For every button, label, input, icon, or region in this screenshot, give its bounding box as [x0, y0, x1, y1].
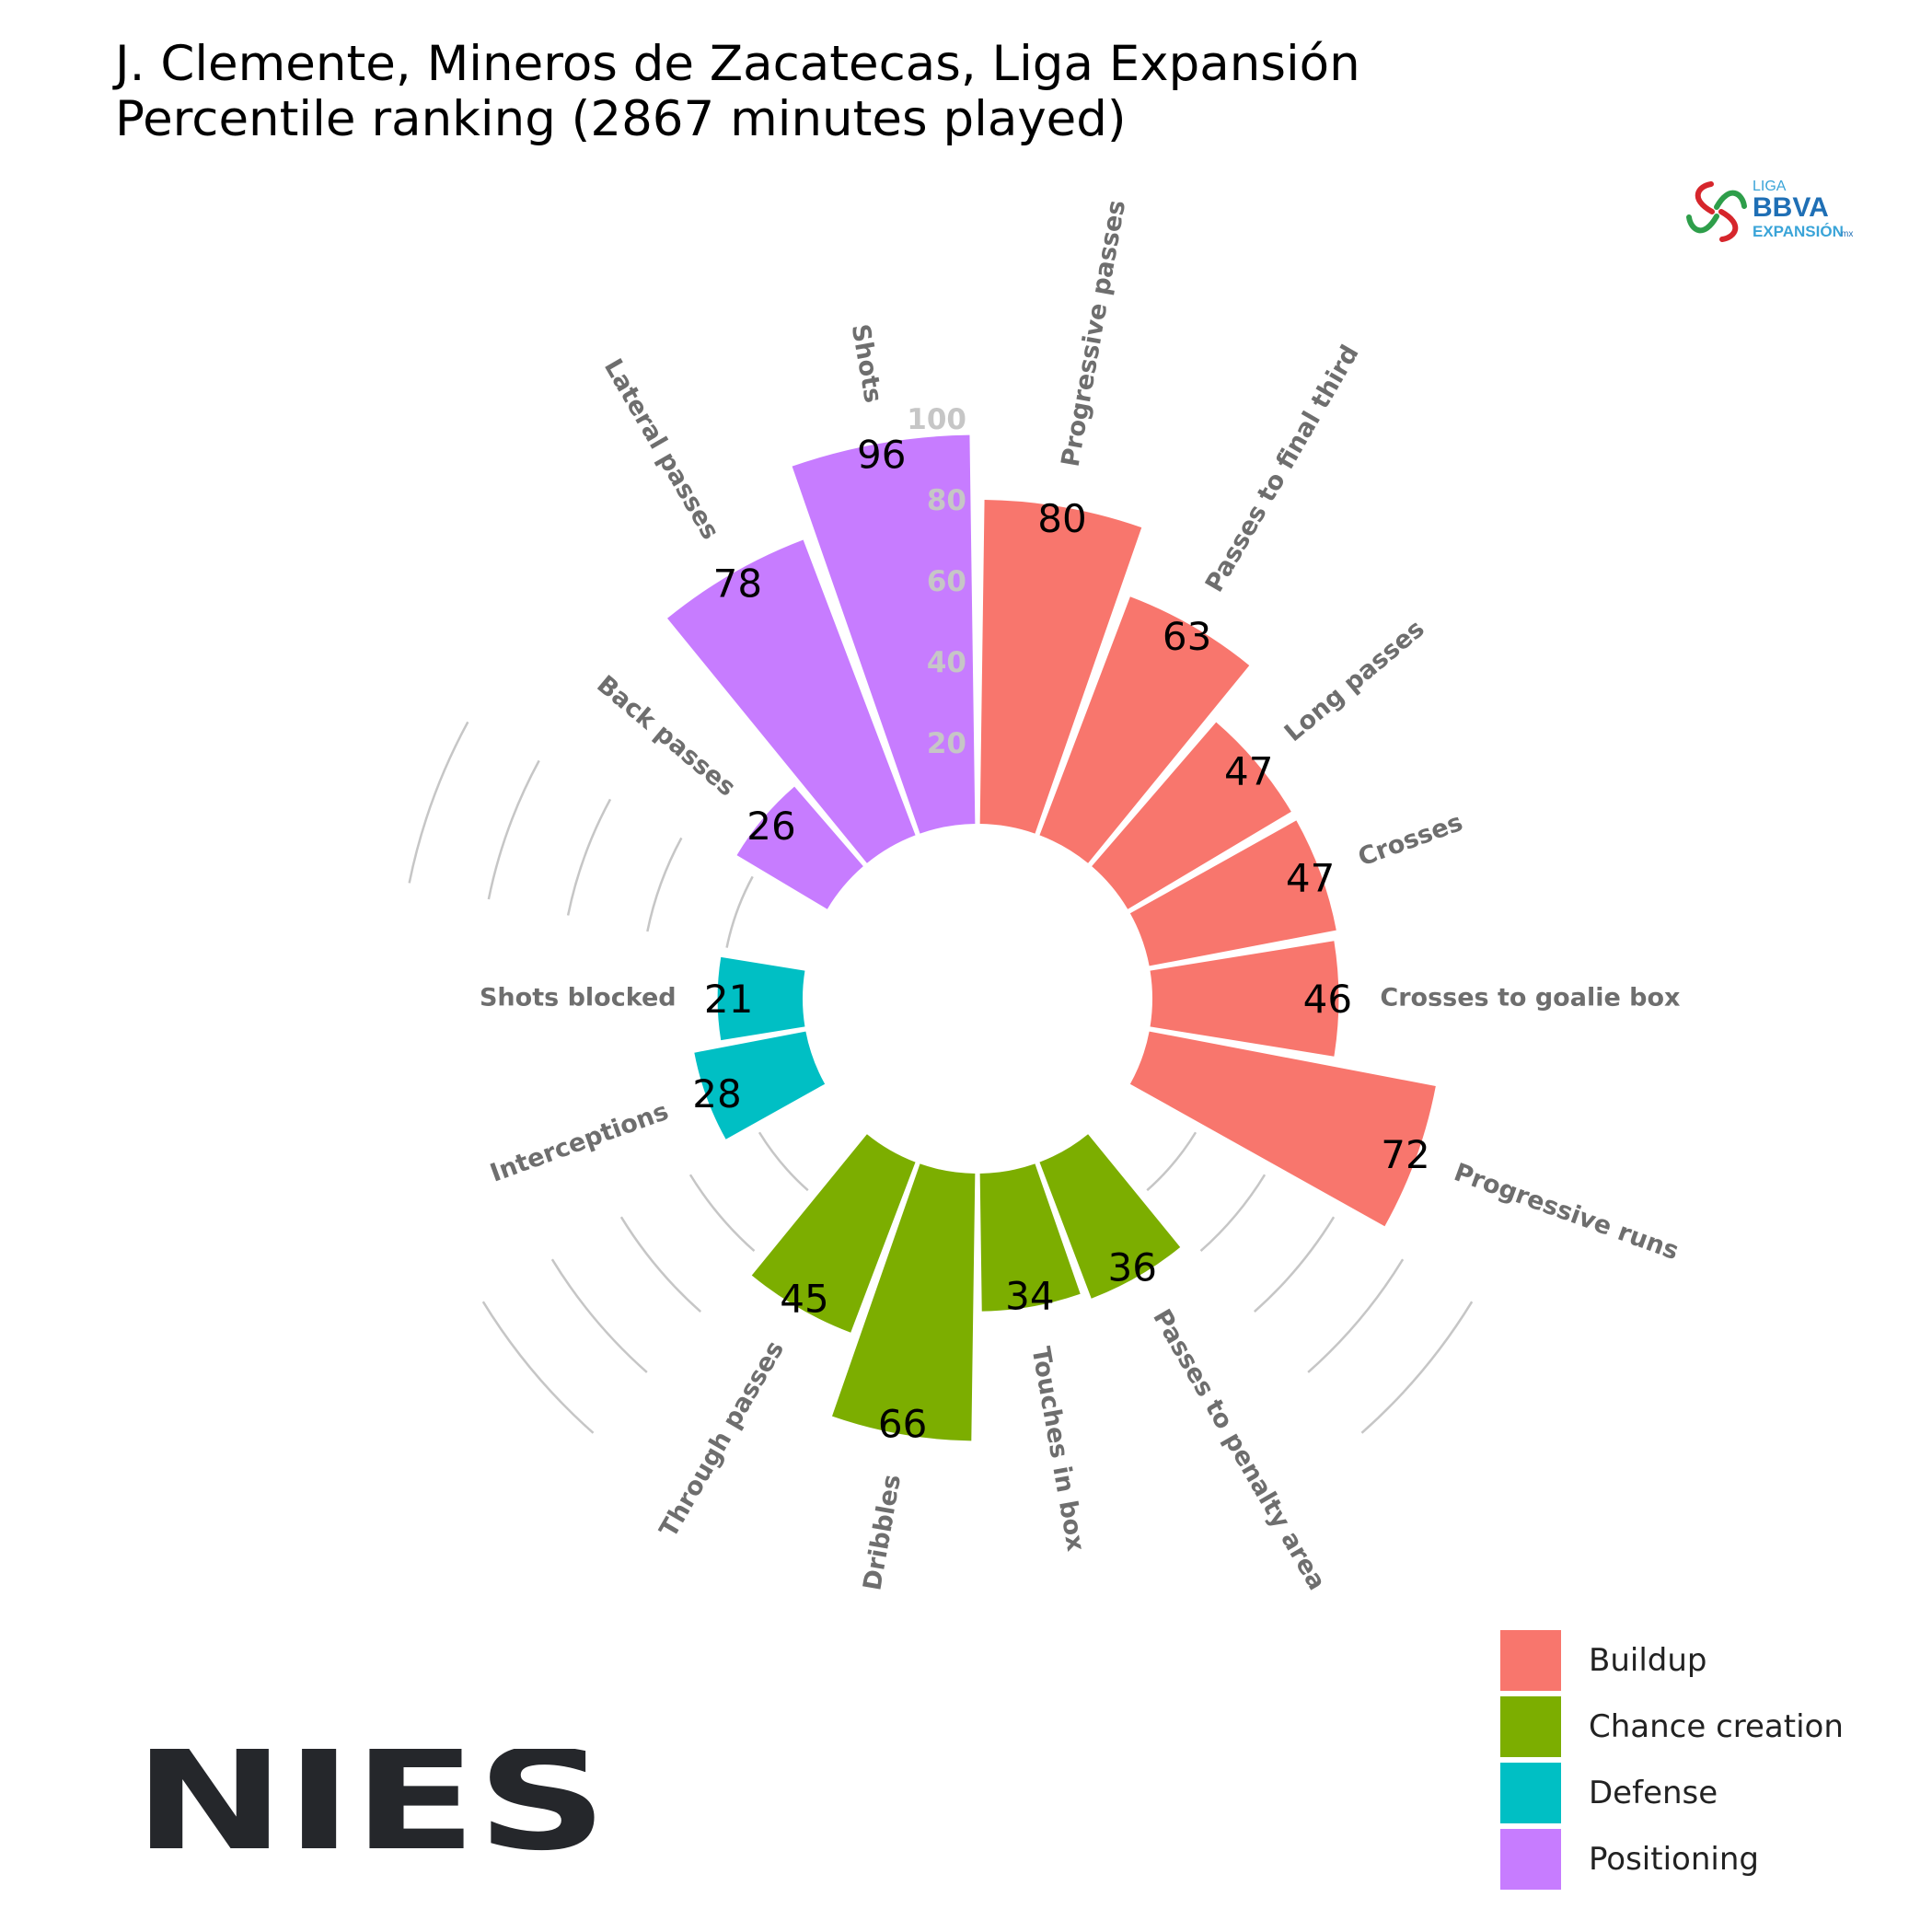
- gridline-arc-2-60: [566, 798, 612, 916]
- gridline-arc-0-100: [1360, 1301, 1474, 1434]
- liga-logo-suffix: mx: [1841, 229, 1853, 239]
- bar-crosses-to-goalie-box: [1150, 941, 1339, 1057]
- liga-logo-line2: BBVA: [1753, 192, 1829, 223]
- bar-passes-to-final-third: [1039, 596, 1250, 863]
- category-label-back-passes: Back passes: [591, 670, 741, 802]
- category-label-interceptions: Interceptions: [487, 1097, 673, 1188]
- tick-label-40: 40: [927, 646, 966, 679]
- nies-brand-logo: NIES: [133, 1749, 607, 1859]
- value-label-back-passes: 26: [746, 804, 795, 849]
- bar-crosses: [1129, 820, 1336, 966]
- gridline-arc-0-40: [1199, 1174, 1267, 1253]
- radial-tick-labels: 20 40 60 80 100: [907, 403, 966, 760]
- gridline-arc-1-60: [619, 1216, 701, 1313]
- legend-swatch-chance-creation: [1500, 1696, 1561, 1757]
- legend: Buildup Chance creation Defense Position…: [1500, 1627, 1844, 1892]
- bar-progressive-passes: [979, 500, 1142, 834]
- bar-passes-to-penalty-area: [1039, 1134, 1181, 1299]
- bar-shots-blocked: [717, 956, 805, 1041]
- legend-item-defense: Defense: [1500, 1760, 1844, 1826]
- value-label-progressive-passes: 80: [1037, 496, 1086, 541]
- bar-dribbles: [832, 1163, 976, 1441]
- value-label-long-passes: 47: [1224, 749, 1273, 794]
- gridline-arc-0-20: [1146, 1131, 1197, 1192]
- value-label-lateral-passes: 78: [713, 561, 762, 607]
- category-label-crosses-to-goalie-box: Crosses to goalie box: [1380, 984, 1680, 1012]
- legend-swatch-positioning: [1500, 1829, 1561, 1890]
- gridline-arc-2-80: [487, 759, 540, 900]
- bars: [667, 434, 1436, 1441]
- bar-interceptions: [694, 1031, 826, 1140]
- gridline-arc-1-100: [481, 1301, 595, 1434]
- liga-logo-line3: EXPANSIÓN: [1753, 223, 1844, 240]
- legend-label-buildup: Buildup: [1589, 1642, 1707, 1679]
- legend-label-defense: Defense: [1589, 1775, 1718, 1811]
- bar-progressive-runs: [1129, 1031, 1436, 1227]
- value-label-shots-blocked: 21: [704, 977, 753, 1022]
- liga-logo-line1: LIGA: [1753, 179, 1787, 194]
- category-label-shots: Shots: [846, 322, 887, 405]
- legend-item-positioning: Positioning: [1500, 1826, 1844, 1892]
- category-label-long-passes: Long passes: [1279, 615, 1430, 747]
- category-label-through-passes: Through passes: [654, 1336, 790, 1543]
- gridline-arc-2-40: [646, 837, 683, 932]
- value-label-through-passes: 45: [780, 1277, 828, 1322]
- tick-label-100: 100: [907, 403, 966, 436]
- category-label-shots-blocked: Shots blocked: [480, 984, 677, 1012]
- tick-label-20: 20: [927, 727, 966, 760]
- gridline-arc-0-80: [1307, 1258, 1405, 1373]
- value-label-crosses-to-goalie-box: 46: [1303, 977, 1352, 1022]
- legend-swatch-defense: [1500, 1763, 1561, 1823]
- liga-expansion-logo: LIGA BBVA EXPANSIÓN mx: [1686, 179, 1853, 242]
- tick-label-60: 60: [927, 565, 966, 598]
- category-label-passes-to-penalty-area: Passes to penalty area: [1147, 1304, 1331, 1594]
- legend-item-chance-creation: Chance creation: [1500, 1694, 1844, 1760]
- gridline-arc-1-80: [550, 1258, 648, 1373]
- value-label-passes-to-penalty-area: 36: [1107, 1244, 1156, 1290]
- category-label-crosses: Crosses: [1355, 808, 1467, 873]
- value-label-dribbles: 66: [878, 1401, 927, 1446]
- bar-back-passes: [736, 786, 863, 909]
- liga-swirl-icon: [1686, 181, 1747, 242]
- category-label-progressive-passes: Progressive passes: [1057, 198, 1131, 469]
- legend-label-chance-creation: Chance creation: [1589, 1708, 1844, 1745]
- gridline-arc-1-40: [688, 1174, 756, 1253]
- gridline-arc-2-100: [408, 721, 469, 884]
- bar-through-passes: [751, 1134, 916, 1333]
- gridline-arc-2-20: [725, 875, 754, 948]
- tick-label-80: 80: [927, 484, 966, 517]
- legend-label-positioning: Positioning: [1589, 1841, 1759, 1878]
- legend-swatch-buildup: [1500, 1630, 1561, 1691]
- title-line-2: Percentile ranking (2867 minutes played): [115, 91, 1127, 147]
- category-label-progressive-runs: Progressive runs: [1451, 1158, 1683, 1266]
- value-label-shots: 96: [857, 433, 906, 478]
- nies-logo-text: NIES: [133, 1749, 607, 1859]
- value-labels: 80 63 47 47 46 72 36 34 66 45 28 21 26 78 96: [692, 433, 1429, 1447]
- category-labels: Progressive passes Passes to final third L…: [480, 198, 1683, 1595]
- bar-shots: [792, 434, 976, 834]
- category-label-touches-in-box: Touches in box: [1026, 1345, 1091, 1554]
- value-label-interceptions: 28: [692, 1071, 741, 1116]
- bar-touches-in-box: [979, 1163, 1081, 1312]
- legend-item-buildup: Buildup: [1500, 1627, 1844, 1694]
- chart-title: J. Clemente, Mineros de Zacatecas, Liga …: [115, 37, 1360, 147]
- value-label-crosses: 47: [1286, 855, 1335, 900]
- gap-gridlines: [408, 721, 1474, 1434]
- title-line-1: J. Clemente, Mineros de Zacatecas, Liga …: [115, 36, 1360, 92]
- bar-lateral-passes: [667, 539, 916, 863]
- value-label-touches-in-box: 34: [1005, 1274, 1054, 1319]
- value-label-progressive-runs: 72: [1381, 1132, 1429, 1177]
- category-label-lateral-passes: Lateral passes: [598, 354, 724, 545]
- category-label-dribbles: Dribbles: [858, 1473, 907, 1593]
- gridline-arc-0-60: [1254, 1216, 1336, 1313]
- bar-long-passes: [1092, 722, 1291, 909]
- gridline-arc-1-20: [758, 1131, 809, 1192]
- category-label-passes-to-final-third: Passes to final third: [1200, 341, 1365, 597]
- value-label-passes-to-final-third: 63: [1163, 614, 1211, 659]
